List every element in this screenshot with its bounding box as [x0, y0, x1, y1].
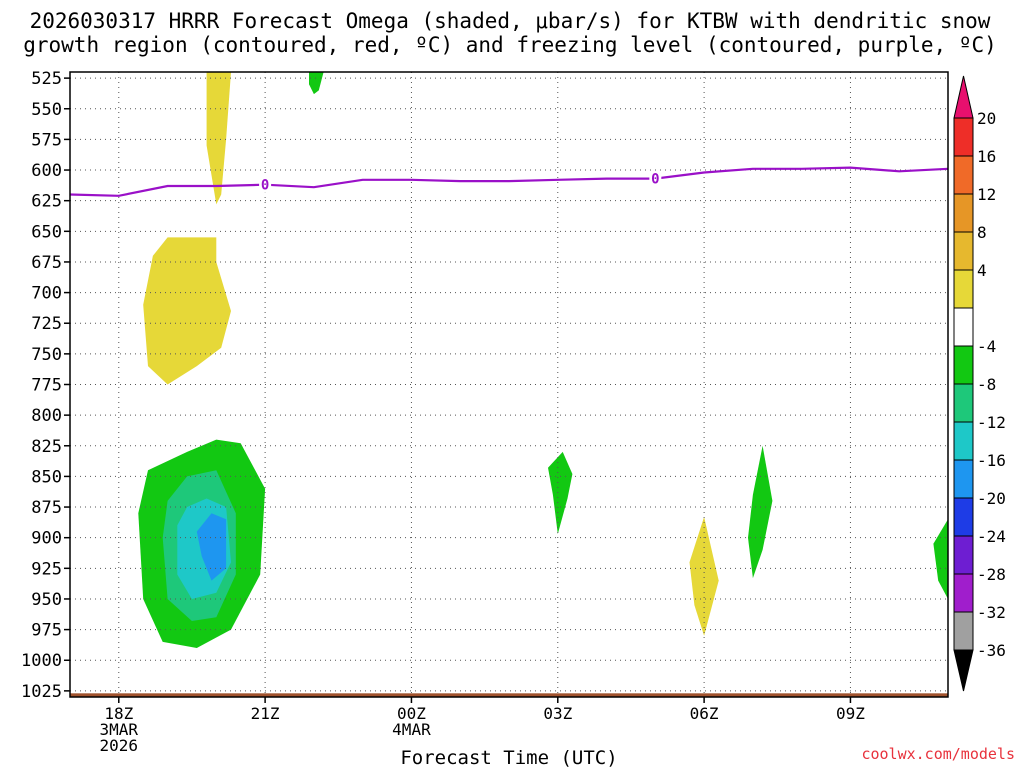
y-tick-label-1025: 1025 — [21, 682, 62, 702]
x-tick-label-18-1: 3MAR — [100, 720, 139, 739]
colorbar-label--12: -12 — [977, 413, 1006, 432]
colorbar-bin — [953, 269, 974, 309]
colorbar-label--4: -4 — [977, 337, 996, 356]
chart-title-line1: 2026030317 HRRR Forecast Omega (shaded, … — [30, 9, 991, 33]
x-tick-label-21-0: 21Z — [251, 704, 280, 723]
y-tick-label-625: 625 — [31, 192, 62, 212]
y-tick-label-775: 775 — [31, 376, 62, 396]
y-tick-label-575: 575 — [31, 130, 62, 150]
y-tick-label-900: 900 — [31, 529, 62, 549]
colorbar-bin — [953, 459, 974, 499]
colorbar-bin — [953, 117, 974, 157]
x-tick-label-33-0: 09Z — [836, 704, 865, 723]
omega-region-sink-yellow-mid-18z — [143, 237, 231, 385]
omega-region-sink-yellow-upper-20z — [206, 72, 231, 205]
colorbar-label--36: -36 — [977, 641, 1006, 660]
colorbar-label--32: -32 — [977, 603, 1006, 622]
x-tick-label-27-0: 03Z — [543, 704, 572, 723]
omega-region-rise-green-upper-22z — [309, 72, 324, 95]
colorbar-label-8: 8 — [977, 223, 987, 242]
terrain-bar — [70, 693, 948, 697]
y-tick-label-950: 950 — [31, 590, 62, 610]
colorbar-bin — [953, 573, 974, 613]
colorbar-label--24: -24 — [977, 527, 1006, 546]
y-axis: 525 550 575 600 625 650 675 700 725 750 775 800 825 8… — [21, 69, 70, 702]
colorbar-bin — [953, 155, 974, 195]
y-tick-label-600: 600 — [31, 161, 62, 181]
x-tick-label-30-0: 06Z — [690, 704, 719, 723]
colorbar-label--8: -8 — [977, 375, 996, 394]
colorbar-bin — [953, 193, 974, 233]
y-tick-label-925: 925 — [31, 559, 62, 579]
omega-region-rise-green-03z — [548, 451, 573, 534]
colorbar-bin — [953, 345, 974, 385]
colorbar-label-16: 16 — [977, 147, 996, 166]
y-tick-label-650: 650 — [31, 222, 62, 242]
x-tick-label-18-0: 18Z — [104, 704, 133, 723]
colorbar-bin — [953, 421, 974, 461]
freezing-level-line — [69, 166, 949, 197]
omega-region-rise-green-07z — [748, 445, 773, 579]
colorbar-label--20: -20 — [977, 489, 1006, 508]
colorbar-bin — [953, 611, 974, 651]
colorbar-bin — [953, 535, 974, 575]
colorbar-bin — [953, 383, 974, 423]
freezing-level-label-bg — [649, 170, 662, 187]
y-tick-label-700: 700 — [31, 284, 62, 304]
colorbar-bottom-arrow — [953, 649, 974, 692]
y-tick-label-1000: 1000 — [21, 651, 62, 671]
colorbar-label-20: 20 — [977, 109, 996, 128]
y-tick-label-725: 725 — [31, 314, 62, 334]
colorbar-top-arrow — [953, 75, 974, 119]
terrain-layer — [70, 693, 948, 697]
y-tick-label-675: 675 — [31, 253, 62, 273]
y-tick-label-875: 875 — [31, 498, 62, 518]
colorbar-label--28: -28 — [977, 565, 1006, 584]
omega-shading-layer — [138, 72, 948, 648]
colorbar-label--16: -16 — [977, 451, 1006, 470]
y-tick-label-550: 550 — [31, 100, 62, 120]
x-tick-label-24-0: 00Z — [397, 704, 426, 723]
y-tick-label-850: 850 — [31, 467, 62, 487]
y-tick-label-975: 975 — [31, 621, 62, 641]
colorbar-label-4: 4 — [977, 261, 987, 280]
colorbar: 20 16 12 8 4 -4 -8 -12 -16 -20 -24 -28 -32 -36 — [953, 75, 1006, 692]
colorbar-bin — [953, 231, 974, 271]
credit-text: coolwx.com/models — [861, 745, 1015, 763]
x-tick-label-18-2: 2026 — [100, 736, 139, 755]
colorbar-label-12: 12 — [977, 185, 996, 204]
y-tick-label-800: 800 — [31, 406, 62, 426]
chart-title-line2: growth region (contoured, red, ºC) and f… — [23, 33, 997, 57]
y-tick-label-825: 825 — [31, 437, 62, 457]
omega-region-rise-blue-low-18z — [196, 513, 227, 581]
x-axis-label: Forecast Time (UTC) — [400, 747, 617, 768]
freezing-level-label: 0 — [651, 172, 659, 188]
grid-layer — [70, 72, 948, 697]
x-tick-label-24-1: 4MAR — [392, 720, 431, 739]
colorbar-bin — [953, 497, 974, 537]
omega-region-sink-yellow-06z — [689, 516, 719, 636]
omega-region-rise-green-1030z — [933, 519, 948, 599]
y-tick-label-525: 525 — [31, 69, 62, 89]
y-tick-label-750: 750 — [31, 345, 62, 365]
freezing-level-label-bg — [259, 176, 272, 193]
colorbar-bin — [953, 307, 974, 347]
freezing-level-label: 0 — [261, 178, 269, 194]
